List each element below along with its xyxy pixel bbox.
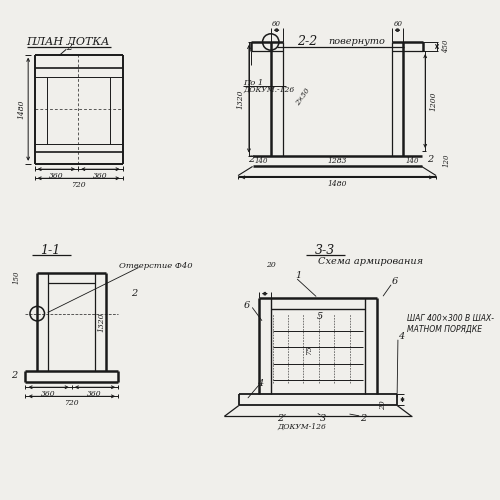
Text: 1480: 1480	[18, 100, 26, 119]
Text: 720: 720	[71, 180, 86, 188]
Text: 3-3: 3-3	[315, 244, 336, 256]
Text: 3: 3	[320, 414, 326, 422]
Text: 75: 75	[305, 345, 313, 355]
Text: 6: 6	[244, 301, 250, 310]
Text: 2: 2	[428, 154, 434, 164]
Text: 1200: 1200	[430, 92, 438, 111]
Text: Схема армирования: Схема армирования	[318, 258, 424, 266]
Text: 360: 360	[92, 172, 108, 179]
Text: 20: 20	[266, 262, 276, 270]
Text: Отверстие Ф40: Отверстие Ф40	[120, 262, 193, 270]
Text: По 1: По 1	[244, 79, 264, 87]
Text: 360: 360	[49, 172, 64, 179]
Text: 1480: 1480	[328, 180, 347, 188]
Text: ШАГ 400×300 В ШАХ-
МАТНОМ ПОРЯДКЕ: ШАГ 400×300 В ШАХ- МАТНОМ ПОРЯДКЕ	[407, 314, 494, 334]
Text: 2: 2	[132, 289, 138, 298]
Text: 1-1: 1-1	[40, 244, 60, 256]
Text: 60: 60	[394, 20, 402, 28]
Text: 1: 1	[295, 271, 301, 280]
Text: 720: 720	[64, 398, 79, 406]
Text: 20: 20	[380, 400, 388, 410]
Text: 140: 140	[255, 157, 268, 165]
Text: ДОКУМ-126: ДОКУМ-126	[277, 423, 326, 431]
Text: 5: 5	[316, 312, 323, 321]
Text: 60: 60	[272, 20, 280, 28]
Text: 140: 140	[406, 157, 419, 165]
Text: ПЛАН ЛОТКА: ПЛАН ЛОТКА	[26, 37, 110, 47]
Text: 2: 2	[12, 371, 18, 380]
Text: 2: 2	[360, 414, 366, 422]
Text: 2: 2	[66, 43, 72, 52]
Text: 360: 360	[87, 390, 102, 398]
Text: 4: 4	[256, 379, 263, 388]
Text: 1320: 1320	[98, 312, 106, 332]
Text: 6: 6	[392, 278, 398, 286]
Text: 450: 450	[442, 40, 450, 54]
Text: 2-2: 2-2	[297, 36, 317, 49]
Text: 4: 4	[398, 332, 404, 341]
Text: 150: 150	[12, 270, 20, 284]
Text: ДОКУМ.-126: ДОКУМ.-126	[244, 86, 294, 94]
Text: 2: 2	[248, 154, 254, 164]
Text: повернуто: повернуто	[328, 38, 386, 46]
Text: 1320: 1320	[237, 90, 245, 109]
Text: 120: 120	[442, 154, 450, 167]
Text: 2×50: 2×50	[294, 86, 312, 106]
Text: 1283: 1283	[328, 157, 347, 165]
Text: 2: 2	[276, 414, 283, 422]
Text: 360: 360	[41, 390, 56, 398]
